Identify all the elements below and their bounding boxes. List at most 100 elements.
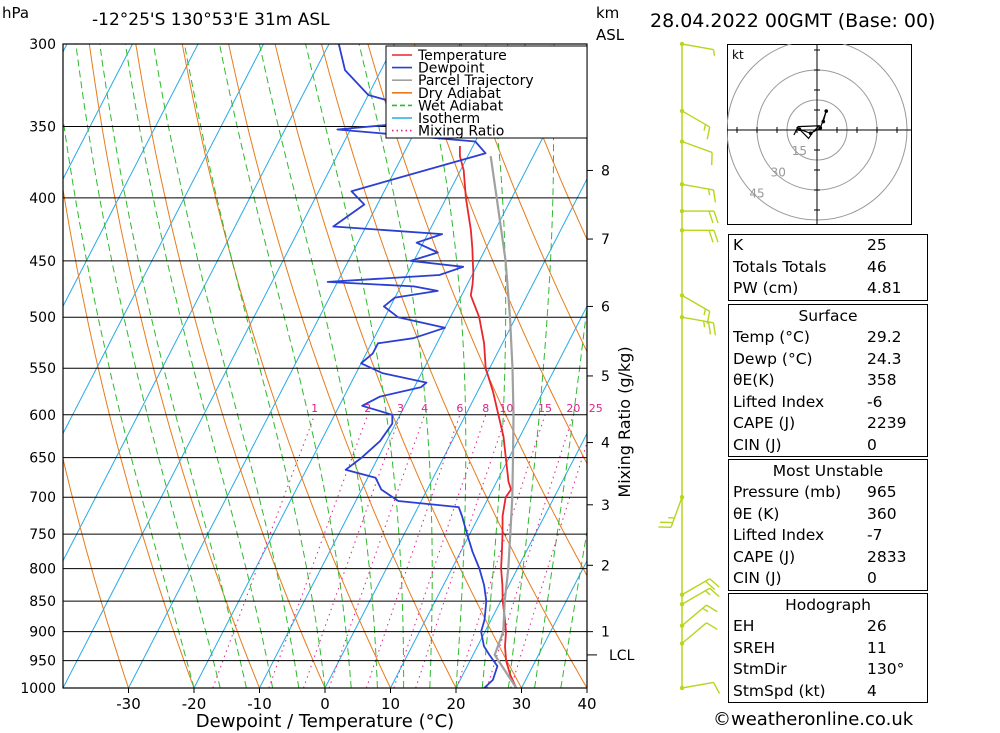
height-unit-asl: ASL bbox=[596, 26, 625, 44]
index-label: Lifted Index bbox=[733, 392, 825, 411]
index-row: CIN (J) 0 bbox=[729, 435, 927, 457]
legend-entry: Dewpoint bbox=[418, 61, 485, 77]
wind-barb bbox=[679, 587, 720, 607]
hodograph-point bbox=[797, 127, 802, 131]
copyright-link[interactable]: ©weatheronline.co.uk bbox=[713, 709, 914, 730]
index-row: PW (cm) 4.81 bbox=[729, 278, 927, 300]
pressure-tick-label: 800 bbox=[29, 562, 56, 578]
index-value: 965 bbox=[867, 483, 897, 501]
index-row: Temp (°C) 29.2 bbox=[729, 327, 927, 349]
pressure-tick-label: 450 bbox=[29, 254, 56, 270]
pressure-tick-label: 500 bbox=[29, 310, 56, 326]
stability-indices-most-unstable: Most Unstable Pressure (mb) 965 θE (K) 360 L… bbox=[728, 459, 928, 591]
index-value: 24.3 bbox=[867, 349, 902, 368]
lcl-label: LCL bbox=[609, 648, 635, 664]
mixing-ratio-line bbox=[212, 414, 316, 688]
mixing-ratio-line bbox=[456, 414, 546, 688]
parcel-trajectory-profile-line bbox=[489, 156, 518, 688]
wind-barb bbox=[679, 228, 719, 243]
index-label: Lifted Index bbox=[733, 526, 825, 544]
pressure-tick-label: 650 bbox=[29, 451, 56, 467]
index-row: K 25 bbox=[729, 235, 927, 257]
legend-entry: Mixing Ratio bbox=[418, 124, 504, 140]
mixing-ratio-label: 4 bbox=[421, 402, 428, 415]
mixing-ratio-label: 1 bbox=[311, 402, 318, 415]
dry-adiabat-line bbox=[321, 44, 587, 688]
dry-adiabat-line bbox=[460, 44, 587, 353]
index-value: 130° bbox=[867, 660, 905, 678]
index-value: 4 bbox=[867, 681, 877, 700]
height-tick-label: 5 bbox=[601, 369, 610, 385]
wet-adiabat-line bbox=[63, 115, 195, 688]
wind-barb bbox=[679, 208, 719, 224]
index-value: 11 bbox=[867, 638, 887, 657]
isotherm-line bbox=[63, 44, 133, 181]
index-value: 0 bbox=[867, 569, 877, 587]
mixing-ratio-label: 20 bbox=[566, 402, 580, 415]
legend-entry: Temperature bbox=[417, 48, 507, 64]
legend-entry: Dry Adiabat bbox=[418, 86, 501, 102]
pressure-tick-label: 1000 bbox=[20, 681, 56, 697]
wind-barb bbox=[658, 495, 685, 528]
index-value: 360 bbox=[867, 504, 897, 523]
isotherm-line bbox=[63, 44, 199, 308]
wind-barb bbox=[679, 315, 717, 336]
index-row: Lifted Index -7 bbox=[729, 525, 927, 547]
temperature-tick-label: 0 bbox=[320, 695, 330, 713]
index-row: θE (K) 360 bbox=[729, 504, 927, 526]
hodograph-point bbox=[808, 131, 813, 136]
index-value: 25 bbox=[867, 236, 887, 254]
height-tick-label: 1 bbox=[601, 625, 610, 641]
legend-entry: Parcel Trajectory bbox=[418, 73, 534, 89]
surface-section-title: Surface bbox=[798, 307, 858, 325]
station-location: -12°25'S 130°53'E 31m ASL bbox=[92, 10, 330, 30]
pressure-tick-label: 400 bbox=[29, 191, 56, 207]
pressure-tick-label: 600 bbox=[29, 408, 56, 424]
index-label: CAPE (J) bbox=[733, 547, 796, 566]
mixing-ratio-line bbox=[365, 414, 461, 688]
wind-barb bbox=[679, 604, 718, 628]
mixing-ratio-label: 8 bbox=[482, 402, 489, 415]
mixing-ratio-label: 25 bbox=[589, 402, 603, 415]
height-tick-label: 6 bbox=[601, 299, 610, 315]
pressure-tick-label: 900 bbox=[29, 625, 56, 641]
index-label: CAPE (J) bbox=[733, 414, 796, 432]
x-axis-label: Dewpoint / Temperature (°C) bbox=[196, 711, 454, 732]
temperature-tick-label: -10 bbox=[247, 695, 272, 713]
index-row: Dewp (°C) 24.3 bbox=[729, 349, 927, 371]
index-value: -6 bbox=[867, 392, 883, 411]
index-label: StmSpd (kt) bbox=[733, 681, 826, 700]
wet-adiabat-line bbox=[305, 44, 405, 688]
wet-adiabat-line bbox=[560, 528, 587, 688]
hodograph-ring-label: 30 bbox=[771, 165, 786, 179]
wind-barb bbox=[679, 139, 713, 166]
index-label: CIN (J) bbox=[733, 435, 782, 454]
isotherm-line bbox=[259, 50, 587, 688]
index-row: EH 26 bbox=[729, 616, 927, 638]
temperature-profile-line bbox=[458, 146, 518, 688]
hodograph-trace bbox=[793, 110, 827, 140]
index-label: Pressure (mb) bbox=[733, 483, 842, 501]
mixing-ratio-label: 15 bbox=[538, 402, 552, 415]
dry-adiabat-line bbox=[506, 44, 587, 241]
dry-adiabat-line bbox=[63, 456, 129, 688]
hodograph-point bbox=[824, 109, 829, 113]
hodograph-section-title: Hodograph bbox=[785, 596, 871, 614]
index-label: θE(K) bbox=[733, 371, 775, 389]
index-label: Totals Totals bbox=[733, 257, 827, 276]
hodograph-ring-label: 45 bbox=[749, 187, 764, 201]
temperature-tick-label: 20 bbox=[446, 695, 465, 713]
wind-barb bbox=[679, 578, 720, 597]
hodograph-unit-label: kt bbox=[732, 48, 744, 62]
dry-adiabat-line bbox=[925, 44, 1000, 688]
index-label: K bbox=[733, 236, 744, 254]
temperature-tick-label: 40 bbox=[577, 695, 596, 713]
wet-adiabat-line bbox=[534, 302, 587, 688]
index-label: Temp (°C) bbox=[733, 328, 810, 346]
pressure-tick-label: 550 bbox=[29, 361, 56, 377]
legend-box bbox=[385, 45, 588, 139]
mixing-ratio-line bbox=[328, 414, 426, 688]
dry-adiabat-line bbox=[135, 44, 326, 688]
dewpoint-profile-line bbox=[326, 44, 499, 688]
